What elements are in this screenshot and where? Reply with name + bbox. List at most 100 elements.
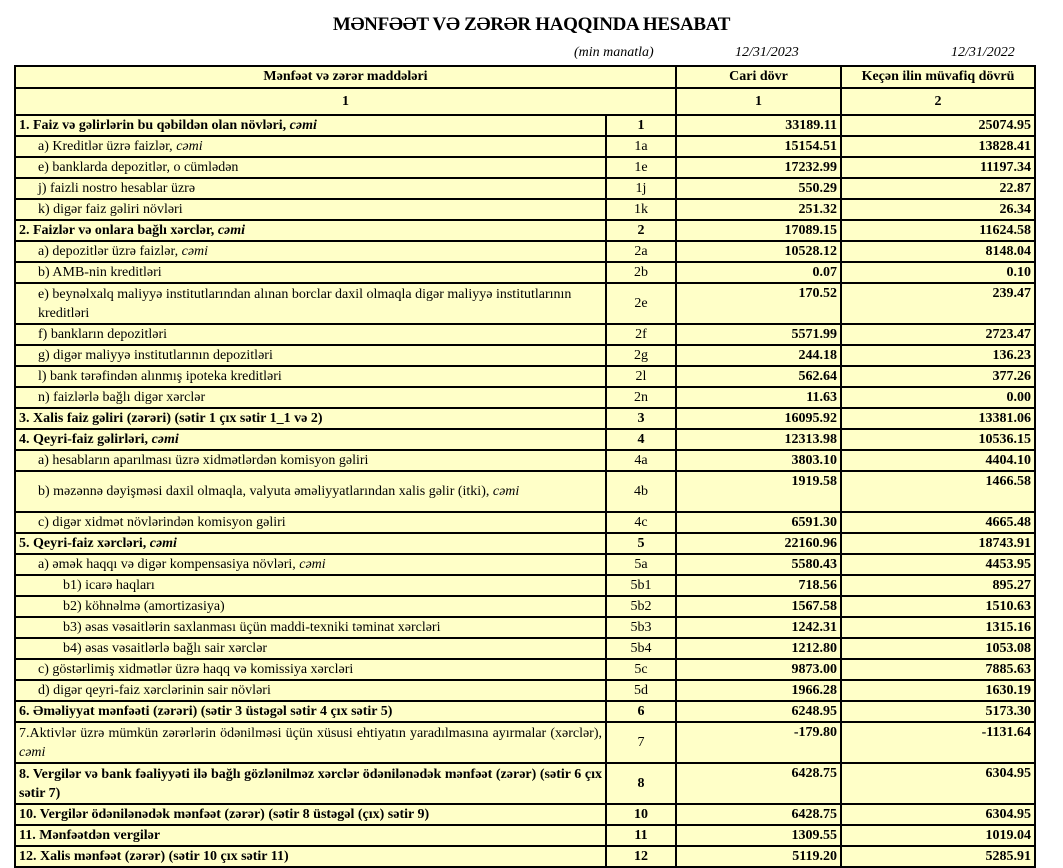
- previous-period-value: 136.23: [840, 344, 1036, 367]
- current-period-value: 718.56: [675, 574, 842, 597]
- previous-period-value: 7885.63: [840, 658, 1036, 681]
- current-period-value: 10528.12: [675, 240, 842, 263]
- row-label: k) digər faiz gəliri növləri: [14, 198, 607, 221]
- previous-period-value: 13381.06: [840, 407, 1036, 430]
- table-row: 8. Vergilər və bank fəaliyyəti ilə bağlı…: [14, 762, 1036, 805]
- previous-period-value: 25074.95: [840, 114, 1036, 137]
- previous-period-value: 6304.95: [840, 762, 1036, 805]
- row-label-text: b) AMB-nin kreditləri: [38, 265, 162, 280]
- row-label-text: a) hesabların aparılması üzrə xidmətlərd…: [38, 453, 369, 468]
- current-period-value: 5580.43: [675, 553, 842, 576]
- row-label-text: 8. Vergilər və bank fəaliyyəti ilə bağlı…: [19, 766, 602, 801]
- row-label: b1) icarə haqları: [14, 574, 607, 597]
- row-label: 10. Vergilər ödənilənədək mənfəət (zərər…: [14, 803, 607, 826]
- header-number-row: 1 1 2: [14, 87, 1036, 116]
- row-code: 5d: [605, 679, 677, 702]
- row-code: 5b2: [605, 595, 677, 618]
- row-label-total-suffix: cəmi: [176, 139, 203, 154]
- previous-period-value: 2723.47: [840, 323, 1036, 346]
- row-label: c) digər xidmət növlərindən komisyon gəl…: [14, 511, 607, 534]
- previous-period-value: 13828.41: [840, 135, 1036, 158]
- current-period-value: 251.32: [675, 198, 842, 221]
- row-label-total-suffix: cəmi: [151, 432, 179, 447]
- current-period-value: 550.29: [675, 177, 842, 200]
- row-label: e) beynəlxalq maliyyə institutlarından a…: [14, 282, 607, 325]
- header-items: Mənfəət və zərər maddələri: [14, 65, 677, 89]
- row-label: l) bank tərəfindən alınmış ipoteka kredi…: [14, 365, 607, 388]
- row-label: a) Kreditlər üzrə faizlər, cəmi: [14, 135, 607, 158]
- table-row: c) digər xidmət növlərindən komisyon gəl…: [14, 511, 1036, 534]
- row-code: 2f: [605, 323, 677, 346]
- row-label-text: c) göstərlimiş xidmətlər üzrə haqq və ko…: [38, 662, 354, 677]
- row-label: 4. Qeyri-faiz gəlirləri, cəmi: [14, 428, 607, 451]
- current-period-value: 12313.98: [675, 428, 842, 451]
- table-row: 10. Vergilər ödənilənədək mənfəət (zərər…: [14, 803, 1036, 826]
- row-code: 6: [605, 700, 677, 723]
- row-label: a) əmək haqqı və digər kompensasiya növl…: [14, 553, 607, 576]
- row-label-text: n) faizlərlə bağlı digər xərclər: [38, 390, 206, 405]
- row-label-total-suffix: cəmi: [217, 223, 246, 238]
- row-label-text: k) digər faiz gəliri növləri: [38, 202, 183, 217]
- row-code: 4a: [605, 449, 677, 472]
- table-row: b4) əsas vəsaitlərlə bağlı sair xərclər 5…: [14, 637, 1036, 660]
- row-code: 1: [605, 114, 677, 137]
- table-row: 2. Faizlər və onlara bağlı xərclər, cəmi…: [14, 219, 1036, 242]
- current-period-value: 6591.30: [675, 511, 842, 534]
- current-period-value: 16095.92: [675, 407, 842, 430]
- row-code: 8: [605, 762, 677, 805]
- table-row: a) depozitlər üzrə faizlər, cəmi 2a 10528.…: [14, 240, 1036, 263]
- row-code: 2e: [605, 282, 677, 325]
- table-row: f) bankların depozitləri 2f 5571.99 2723.47: [14, 323, 1036, 346]
- row-label-total-suffix: cəmi: [299, 557, 326, 572]
- row-label-text: b4) əsas vəsaitlərlə bağlı sair xərclər: [63, 641, 268, 656]
- header-row: Mənfəət və zərər maddələri Cari dövr Keç…: [14, 65, 1036, 89]
- row-label: 3. Xalis faiz gəliri (zərəri) (sətir 1 ç…: [14, 407, 607, 430]
- income-statement-table: Mənfəət və zərər maddələri Cari dövr Keç…: [14, 65, 1036, 868]
- row-label-text: e) banklarda depozitlər, o cümlədən: [38, 160, 239, 175]
- row-code: 5b3: [605, 616, 677, 639]
- previous-period-value: 11197.34: [840, 156, 1036, 179]
- current-period-value: -179.80: [675, 721, 842, 764]
- row-code: 5: [605, 532, 677, 555]
- current-period-value: 17089.15: [675, 219, 842, 242]
- row-label-text: a) Kreditlər üzrə faizlər,: [38, 139, 177, 154]
- row-label-text: a) əmək haqqı və digər kompensasiya növl…: [38, 557, 300, 572]
- row-label-text: 6. Əməliyyat mənfəəti (zərəri) (sətir 3 …: [19, 704, 393, 719]
- current-period-value: 1309.55: [675, 824, 842, 847]
- previous-period-value: 22.87: [840, 177, 1036, 200]
- row-code: 5c: [605, 658, 677, 681]
- table-row: 3. Xalis faiz gəliri (zərəri) (sətir 1 ç…: [14, 407, 1036, 430]
- row-code: 10: [605, 803, 677, 826]
- table-row: e) beynəlxalq maliyyə institutlarından a…: [14, 282, 1036, 325]
- previous-period-value: 18743.91: [840, 532, 1036, 555]
- row-label: 7.Aktivlər üzrə mümkün zərərlərin ödənil…: [14, 721, 607, 764]
- row-label-text: b3) əsas vəsaitlərin saxlanması üçün mad…: [63, 620, 441, 635]
- row-label: b2) köhnəlmə (amortizasiya): [14, 595, 607, 618]
- current-period-value: 33189.11: [675, 114, 842, 137]
- row-label: g) digər maliyyə institutlarının depozit…: [14, 344, 607, 367]
- row-code: 5b1: [605, 574, 677, 597]
- previous-period-value: 10536.15: [840, 428, 1036, 451]
- table-row: e) banklarda depozitlər, o cümlədən 1e 172…: [14, 156, 1036, 179]
- row-label-text: b1) icarə haqları: [63, 578, 155, 593]
- table-row: k) digər faiz gəliri növləri 1k 251.32 26.3…: [14, 198, 1036, 221]
- header-items-num: 1: [14, 87, 677, 116]
- row-label-text: c) digər xidmət növlərindən komisyon gəl…: [38, 515, 286, 530]
- current-date: 12/31/2023: [735, 45, 799, 60]
- row-label-text: b2) köhnəlmə (amortizasiya): [63, 599, 225, 614]
- row-label: n) faizlərlə bağlı digər xərclər: [14, 386, 607, 409]
- unit-label: (min manatla): [574, 45, 654, 60]
- previous-period-value: 8148.04: [840, 240, 1036, 263]
- row-label: j) faizli nostro hesablar üzrə: [14, 177, 607, 200]
- row-label: 12. Xalis mənfəət (zərər) (sətir 10 çıx …: [14, 845, 607, 868]
- row-label: b) AMB-nin kreditləri: [14, 261, 607, 284]
- row-label: e) banklarda depozitlər, o cümlədən: [14, 156, 607, 179]
- row-label-text: 11. Mənfəətdən vergilər: [19, 828, 161, 843]
- row-label-total-suffix: cəmi: [492, 484, 520, 499]
- current-period-value: 5571.99: [675, 323, 842, 346]
- row-label-text: e) beynəlxalq maliyyə institutlarından a…: [38, 286, 572, 321]
- previous-period-value: 6304.95: [840, 803, 1036, 826]
- previous-period-value: 895.27: [840, 574, 1036, 597]
- row-code: 3: [605, 407, 677, 430]
- row-code: 2a: [605, 240, 677, 263]
